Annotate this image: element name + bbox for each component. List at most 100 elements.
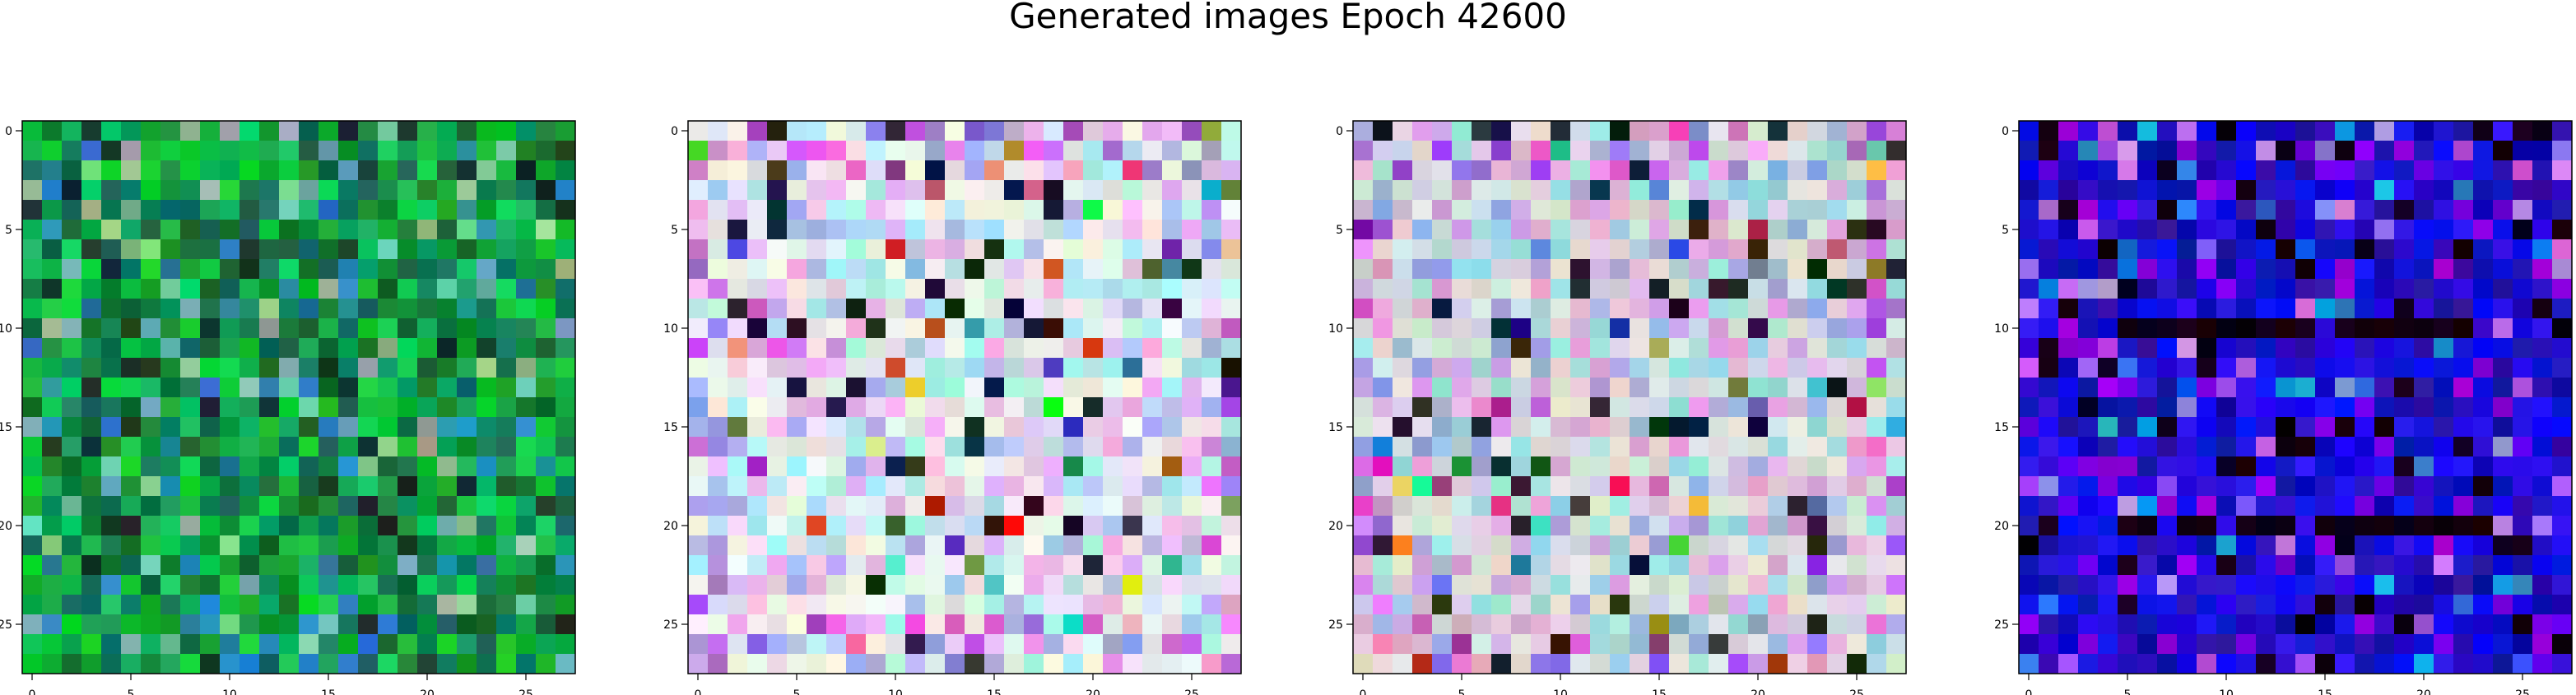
pixel-cell [1412, 476, 1433, 497]
pixel-cell [2236, 378, 2257, 398]
pixel-cell [826, 555, 847, 576]
pixel-cell [2098, 476, 2118, 497]
pixel-cell [417, 634, 438, 655]
pixel-cell [1827, 180, 1848, 201]
pixel-cell [299, 476, 319, 497]
pixel-cell [2473, 654, 2494, 674]
y-tick-label: 20 [1994, 520, 2009, 533]
pixel-cell [1353, 220, 1374, 240]
pixel-cell [2552, 200, 2573, 220]
pixel-cell [905, 654, 926, 674]
pixel-cell [338, 259, 359, 280]
pixel-cell [1788, 476, 1808, 497]
pixel-cell [378, 338, 398, 359]
pixel-cell [2453, 437, 2474, 457]
pixel-cell [767, 496, 788, 517]
pixel-cell [1610, 358, 1630, 378]
pixel-cell [398, 259, 418, 280]
pixel-cell [1004, 555, 1025, 576]
pixel-cell [1748, 239, 1769, 260]
pixel-cell [1630, 476, 1650, 497]
pixel-cell [536, 397, 556, 418]
pixel-cell [1511, 141, 1532, 161]
pixel-cell [688, 338, 709, 359]
pixel-cell [279, 220, 300, 240]
pixel-cell [536, 654, 556, 674]
pixel-cell [1373, 220, 1393, 240]
pixel-cell [1353, 654, 1374, 674]
pixel-cell [2118, 575, 2138, 595]
pixel-cell [2493, 595, 2513, 615]
pixel-cell [2315, 338, 2336, 359]
pixel-cell [1886, 397, 1907, 418]
pixel-cell [886, 378, 906, 398]
pixel-cell [1373, 279, 1393, 299]
pixel-cell [358, 516, 379, 536]
pixel-cell [2058, 141, 2079, 161]
pixel-cell [767, 456, 788, 477]
pixel-cell [457, 279, 477, 299]
pixel-cell [160, 417, 181, 438]
pixel-cell [1202, 437, 1222, 457]
pixel-cell [1472, 141, 1492, 161]
pixel-cell [1123, 417, 1143, 438]
pixel-cell [1123, 555, 1143, 576]
pixel-cell [1669, 279, 1690, 299]
pixel-cell [1393, 141, 1413, 161]
pixel-cell [2197, 239, 2217, 260]
pixel-cell [2058, 279, 2079, 299]
pixel-cell [121, 397, 142, 418]
pixel-cell [2552, 456, 2573, 477]
pixel-cell [1162, 160, 1183, 181]
pixel-cell [239, 397, 260, 418]
pixel-cell [22, 259, 43, 280]
pixel-cell [1570, 239, 1591, 260]
pixel-cell [378, 516, 398, 536]
pixel-cell [2374, 595, 2395, 615]
pixel-cell [2532, 654, 2553, 674]
pixel-cell [1551, 417, 1571, 438]
pixel-cell [259, 220, 280, 240]
pixel-cell [2552, 299, 2573, 319]
pixel-cell [2374, 496, 2395, 517]
pixel-cell [2493, 516, 2513, 536]
x-tick-label: 5 [2124, 688, 2132, 695]
pixel-cell [2078, 654, 2099, 674]
pixel-cell [1570, 338, 1591, 359]
pixel-cell [905, 476, 926, 497]
pixel-cell [1590, 299, 1611, 319]
pixel-cell [2355, 299, 2375, 319]
pixel-cell [2493, 456, 2513, 477]
pixel-cell [708, 299, 728, 319]
pixel-cell [121, 456, 142, 477]
pixel-cell [1432, 456, 1453, 477]
pixel-cell [1142, 654, 1163, 674]
pixel-cell [239, 575, 260, 595]
pixel-cell [1432, 338, 1453, 359]
pixel-cell [2295, 654, 2316, 674]
pixel-cell [905, 358, 926, 378]
pixel-cell [220, 397, 240, 418]
pixel-cell [1827, 595, 1848, 615]
pixel-cell [708, 575, 728, 595]
pixel-cell [1728, 516, 1749, 536]
pixel-cell [42, 318, 63, 339]
pixel-cell [787, 476, 807, 497]
pixel-cell [2276, 358, 2296, 378]
pixel-cell [787, 141, 807, 161]
pixel-cell [1590, 654, 1611, 674]
pixel-cell [299, 535, 319, 556]
pixel-cell [1393, 358, 1413, 378]
pixel-cell [1162, 575, 1183, 595]
pixel-cell [866, 496, 886, 517]
pixel-cell [787, 160, 807, 181]
pixel-cell [398, 437, 418, 457]
pixel-cell [1452, 575, 1472, 595]
pixel-cell [2197, 200, 2217, 220]
pixel-cell [180, 496, 201, 517]
pixel-cell [1649, 279, 1670, 299]
pixel-cell [866, 358, 886, 378]
pixel-cell [945, 535, 965, 556]
pixel-cell [846, 575, 867, 595]
pixel-cell [807, 358, 827, 378]
